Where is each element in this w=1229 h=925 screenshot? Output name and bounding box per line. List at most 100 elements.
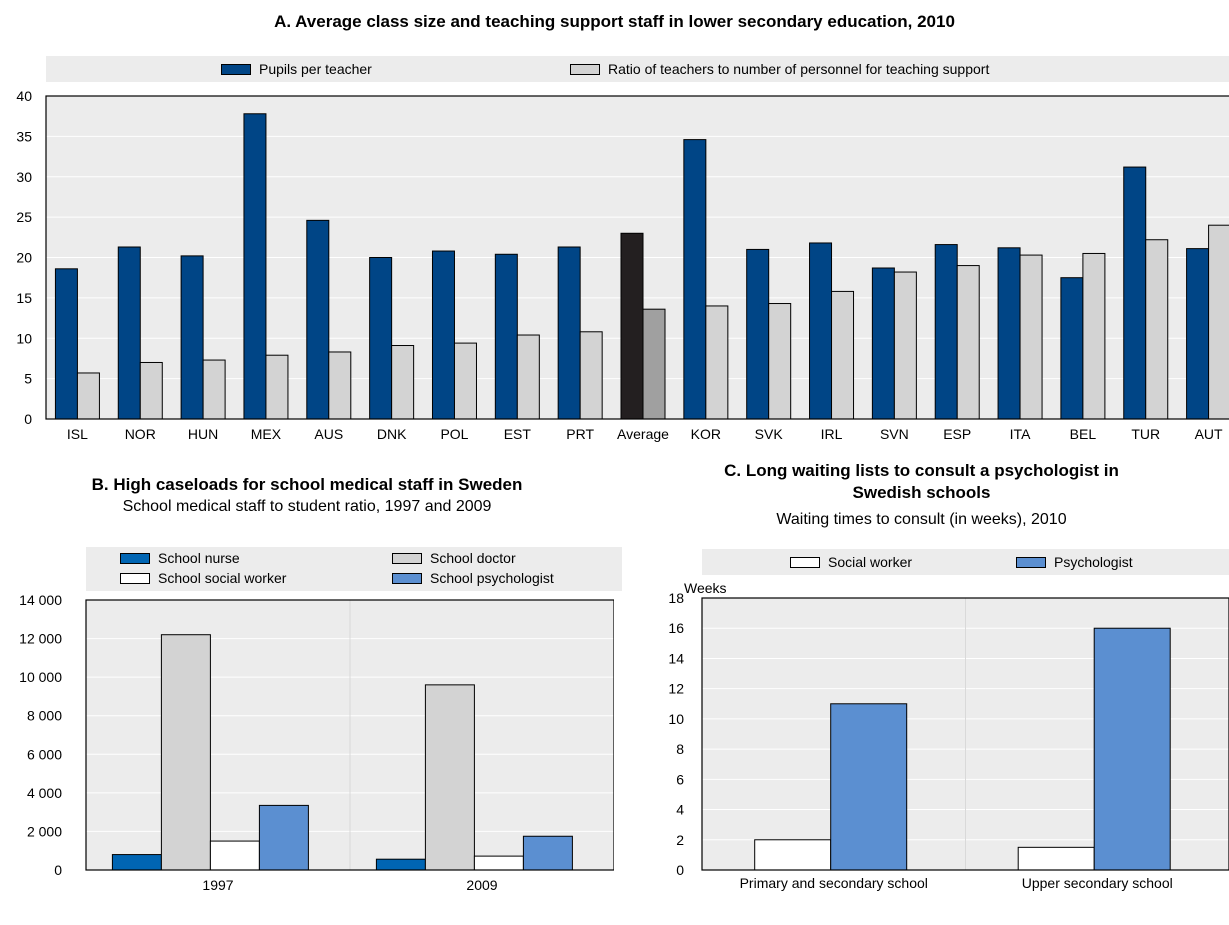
x-tick-label: SVN xyxy=(880,426,909,442)
y-tick-label: 30 xyxy=(16,169,32,185)
bar-est-pupils-per-teacher xyxy=(494,253,518,420)
y-tick-label: 0 xyxy=(676,862,684,878)
y-tick-label: 14 xyxy=(668,650,684,666)
panel-b-subtitle: School medical staff to student ratio, 1… xyxy=(122,498,492,515)
y-tick-label: 5 xyxy=(24,371,32,387)
legend-label: Social worker xyxy=(828,554,913,570)
bar-primary-and-secondary-school-social-worker xyxy=(754,839,832,871)
bar-2009-school-psychologist xyxy=(522,835,573,871)
bar-irl-pupils-per-teacher xyxy=(809,242,833,420)
bar-isl-ratio-of-teachers-to-number-of-personnel-for-teaching-support xyxy=(76,372,100,420)
panel-a-legend: Pupils per teacher Ratio of teachers to … xyxy=(46,56,1229,82)
y-tick-label: 4 xyxy=(676,802,684,818)
bar-isl-pupils-per-teacher xyxy=(54,268,78,420)
bar-prt-ratio-of-teachers-to-number-of-personnel-for-teaching-support xyxy=(579,331,603,420)
bar-irl-ratio-of-teachers-to-number-of-personnel-for-teaching-support xyxy=(831,290,855,420)
plot-frame xyxy=(85,599,614,871)
legend-swatch xyxy=(392,572,422,584)
y-tick-label: 15 xyxy=(16,290,32,306)
bar-hun-ratio-of-teachers-to-number-of-personnel-for-teaching-support xyxy=(202,359,226,420)
bar-tur-pupils-per-teacher xyxy=(1123,166,1147,420)
bar-primary-and-secondary-school-psychologist xyxy=(830,703,908,871)
legend-item-school-social-worker: School social worker xyxy=(120,567,286,589)
bar-2009-school-social-worker xyxy=(473,855,524,871)
bar-nor-pupils-per-teacher xyxy=(117,246,141,420)
y-tick-label: 14 000 xyxy=(19,592,62,608)
bar-svn-pupils-per-teacher xyxy=(871,267,895,420)
bar-mex-ratio-of-teachers-to-number-of-personnel-for-teaching-support xyxy=(265,354,289,420)
y-tick-label: 10 000 xyxy=(19,669,62,685)
panel-c-subtitle: Waiting times to consult (in weeks), 201… xyxy=(776,511,1067,528)
legend-swatch xyxy=(221,63,251,75)
panel-b-legend: School nurse School doctor School social… xyxy=(86,547,622,591)
x-tick-label: 2009 xyxy=(466,877,497,893)
bar-svk-pupils-per-teacher xyxy=(746,248,770,420)
bar-2009-school-doctor xyxy=(424,684,475,871)
bar-pol-ratio-of-teachers-to-number-of-personnel-for-teaching-support xyxy=(453,342,477,420)
bar-hun-pupils-per-teacher xyxy=(180,255,204,420)
x-tick-label: PRT xyxy=(566,426,594,442)
legend-item-pupils-per-teacher: Pupils per teacher xyxy=(221,56,372,82)
y-tick-label: 20 xyxy=(16,250,32,266)
bar-svn-ratio-of-teachers-to-number-of-personnel-for-teaching-support xyxy=(893,271,917,420)
x-tick-label: BEL xyxy=(1070,426,1097,442)
panel-b-chart: 0 2 000 4 000 6 000 8 000 10 000 12 000 14 000 1… xyxy=(19,592,614,893)
legend-item-psychologist: Psychologist xyxy=(1016,549,1133,575)
bar-kor-ratio-of-teachers-to-number-of-personnel-for-teaching-support xyxy=(705,305,729,420)
legend-label: Psychologist xyxy=(1054,554,1133,570)
panel-a-chart: 0 5 10 15 20 25 30 35 40 ISL NOR HUN MEX AUS DNK POL EST… xyxy=(16,88,1229,442)
x-tick-label: Primary and secondary school xyxy=(740,875,928,891)
bar-upper-secondary-school-psychologist xyxy=(1093,627,1171,871)
bar-average-pupils-per-teacher xyxy=(620,232,644,420)
panel-b: B. High caseloads for school medical sta… xyxy=(0,475,622,925)
bar-1997-school-nurse xyxy=(111,854,162,871)
y-tick-label: 12 xyxy=(668,681,684,697)
bar-2009-school-nurse xyxy=(375,858,426,871)
bar-mex-pupils-per-teacher xyxy=(243,113,267,420)
y-tick-label: 2 000 xyxy=(27,823,62,839)
plot-frame xyxy=(45,95,1229,420)
legend-swatch xyxy=(570,63,600,75)
legend-label: Pupils per teacher xyxy=(259,61,372,77)
bar-average-ratio-of-teachers-to-number-of-personnel-for-teaching-support xyxy=(642,308,666,420)
y-tick-label: 10 xyxy=(668,711,684,727)
y-axis-label: Weeks xyxy=(684,580,727,596)
y-tick-label: 6 000 xyxy=(27,746,62,762)
legend-label: School psychologist xyxy=(430,570,554,586)
x-tick-label: AUS xyxy=(314,426,343,442)
legend-item-school-doctor: School doctor xyxy=(392,547,516,569)
panel-b-title: B. High caseloads for school medical sta… xyxy=(91,475,523,494)
bar-prt-pupils-per-teacher xyxy=(557,246,581,420)
legend-swatch xyxy=(1016,556,1046,568)
x-tick-label: Average xyxy=(617,426,669,442)
x-tick-label: ESP xyxy=(943,426,971,442)
bar-1997-school-social-worker xyxy=(209,840,260,871)
bar-nor-ratio-of-teachers-to-number-of-personnel-for-teaching-support xyxy=(139,361,163,420)
x-tick-label: IRL xyxy=(821,426,843,442)
x-tick-label: 1997 xyxy=(202,877,233,893)
x-tick-label: KOR xyxy=(691,426,721,442)
legend-item-social-worker: Social worker xyxy=(790,549,912,575)
bar-aus-pupils-per-teacher xyxy=(306,219,330,420)
y-tick-label: 4 000 xyxy=(27,785,62,801)
bar-esp-pupils-per-teacher xyxy=(934,244,958,420)
panel-c: C. Long waiting lists to consult a psych… xyxy=(614,461,1229,925)
legend-item-support-ratio: Ratio of teachers to number of personnel… xyxy=(570,56,989,82)
legend-swatch xyxy=(120,572,150,584)
bar-kor-pupils-per-teacher xyxy=(683,139,707,420)
plot-frame xyxy=(701,597,1229,871)
x-tick-label: DNK xyxy=(377,426,407,442)
y-tick-label: 6 xyxy=(676,771,684,787)
panel-a: A. Average class size and teaching suppo… xyxy=(16,12,1229,442)
bar-bel-ratio-of-teachers-to-number-of-personnel-for-teaching-support xyxy=(1082,252,1106,420)
panel-c-title-line-1: C. Long waiting lists to consult a psych… xyxy=(724,461,1119,480)
x-tick-label: TUR xyxy=(1131,426,1160,442)
legend-swatch xyxy=(120,552,150,564)
y-tick-label: 8 xyxy=(676,741,684,757)
legend-item-school-nurse: School nurse xyxy=(120,547,240,569)
x-tick-label: HUN xyxy=(188,426,218,442)
x-tick-label: EST xyxy=(504,426,532,442)
x-tick-label: AUT xyxy=(1195,426,1223,442)
bar-dnk-ratio-of-teachers-to-number-of-personnel-for-teaching-support xyxy=(391,345,415,420)
legend-label: School social worker xyxy=(158,570,287,586)
